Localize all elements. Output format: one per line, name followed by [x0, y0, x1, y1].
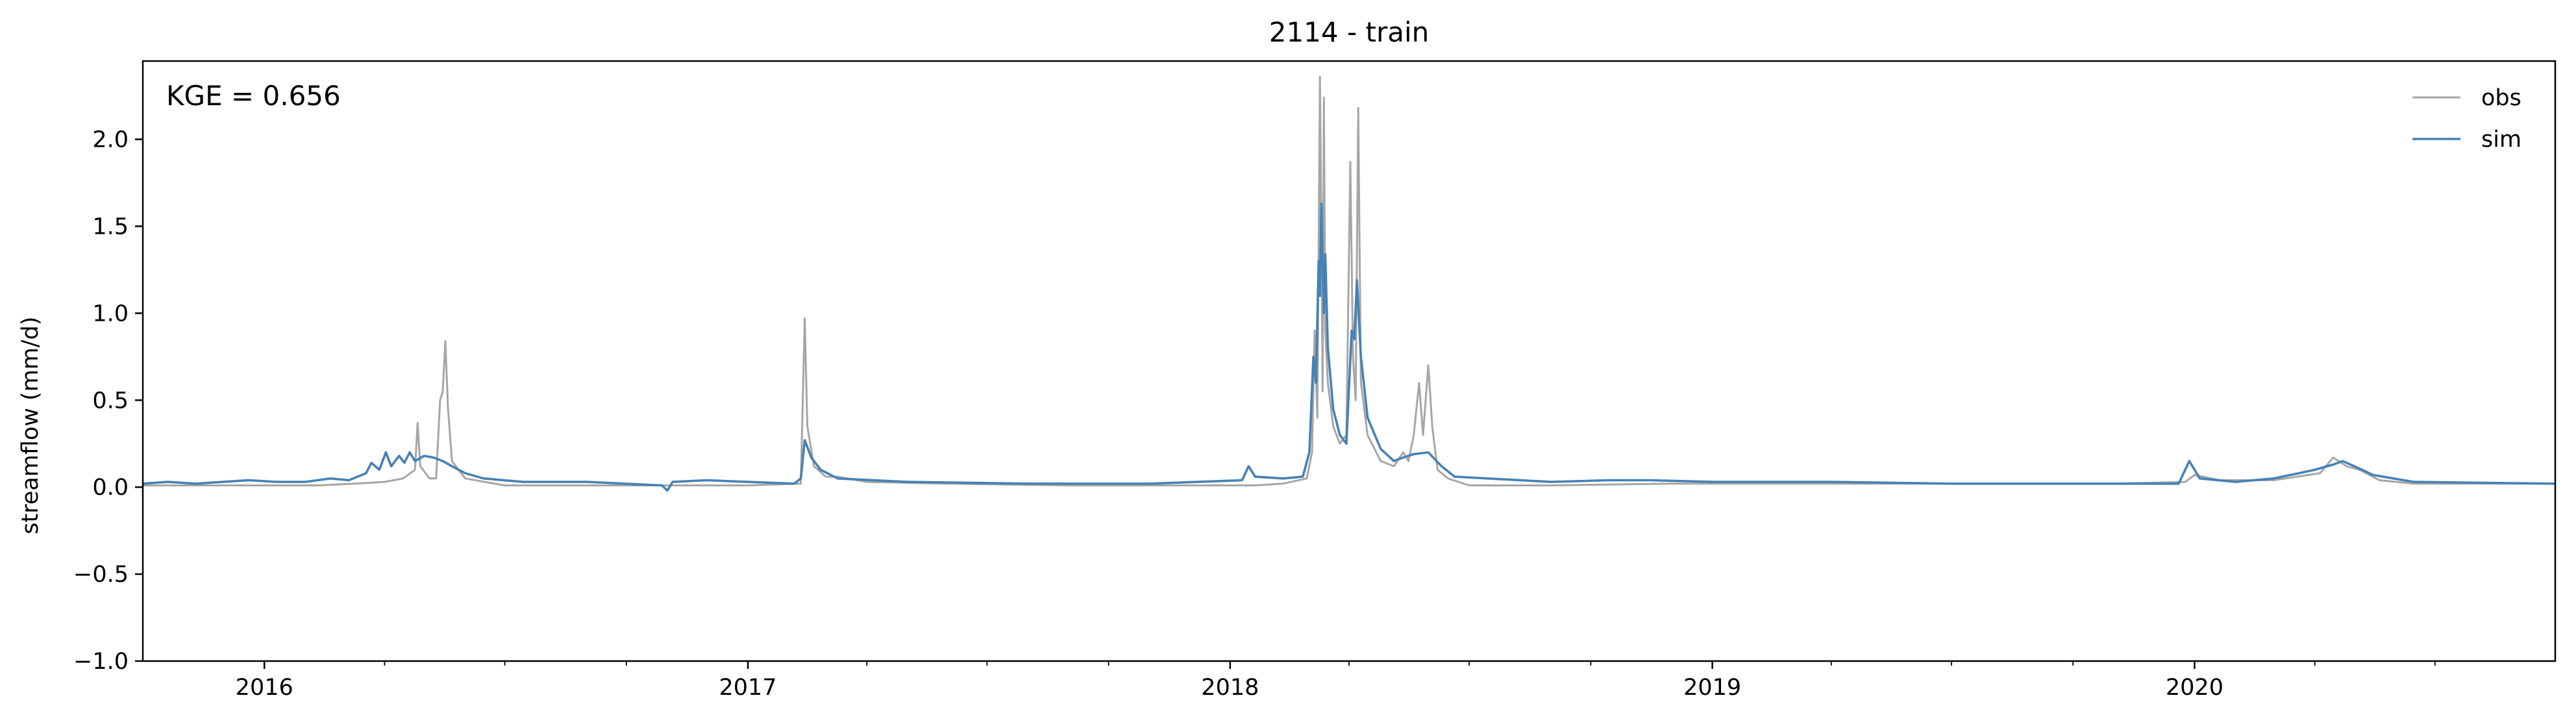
y-tick-label: 0.5 [92, 388, 129, 414]
legend-label-sim: sim [2481, 127, 2521, 153]
x-tick-label: 2018 [1201, 675, 1259, 701]
x-axis-ticks: 2016 2017 2018 2019 2020 [236, 661, 2436, 701]
y-tick-label: 1.5 [92, 214, 129, 240]
chart-title: 2114 - train [1269, 16, 1430, 48]
x-tick-label: 2020 [2166, 675, 2223, 701]
x-tick-label: 2019 [1683, 675, 1741, 701]
legend: obs sim [2412, 85, 2521, 153]
series-layer [143, 75, 2555, 492]
x-tick-label: 2017 [719, 675, 777, 701]
x-tick-label: 2016 [236, 675, 293, 701]
legend-label-obs: obs [2481, 85, 2521, 111]
kge-annotation: KGE = 0.656 [166, 80, 341, 112]
series-line-sim [143, 202, 2555, 492]
y-tick-label: 1.0 [92, 301, 129, 327]
y-tick-label: −1.0 [73, 649, 129, 675]
y-tick-label: 2.0 [92, 127, 129, 153]
y-axis-ticks: −1.0 −0.5 0.0 0.5 1.0 1.5 2.0 [73, 127, 143, 675]
y-axis-label: streamflow (mm/d) [18, 316, 43, 534]
series-line-obs [143, 75, 2555, 486]
y-tick-label: 0.0 [92, 475, 129, 501]
y-tick-label: −0.5 [73, 562, 129, 588]
